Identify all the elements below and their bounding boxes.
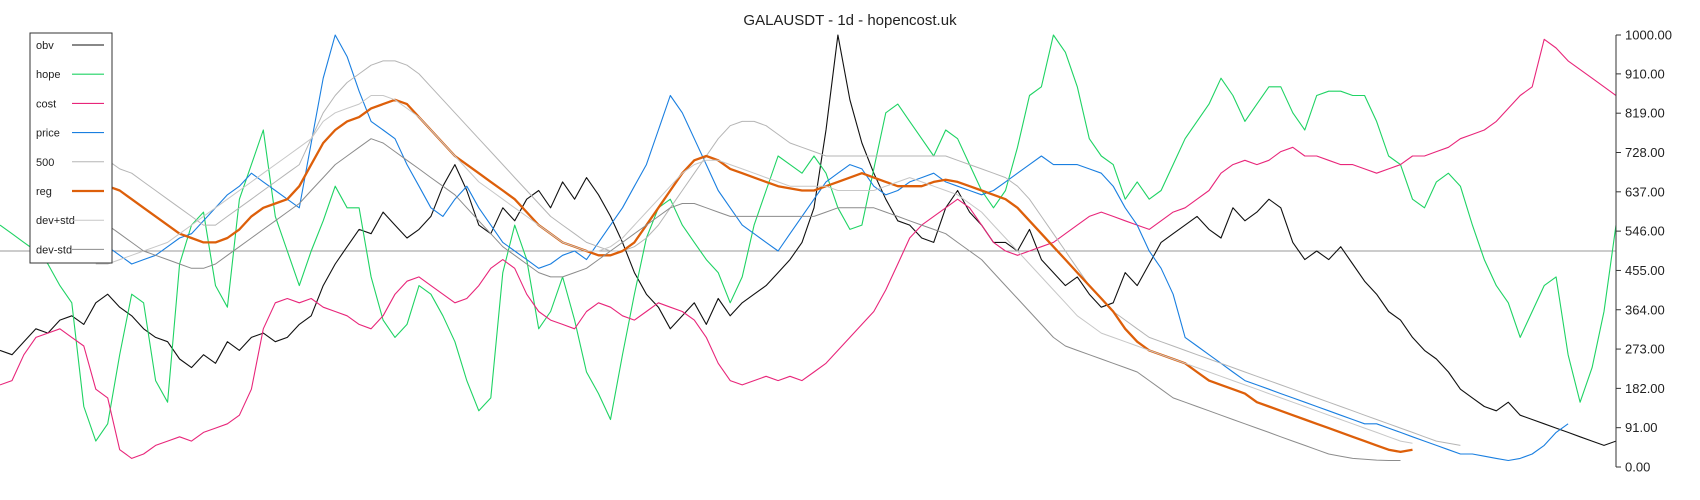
legend: obv hope cost price 500 reg dev+std dev-std [29,32,113,264]
y-tick-label: 728.00 [1625,145,1665,160]
legend-label: dev+std [36,215,75,227]
y-tick-label: 364.00 [1625,302,1665,317]
legend-label: hope [36,69,60,81]
series-line-obv [0,34,1616,446]
y-tick-label: 0.00 [1625,460,1650,475]
legend-label: cost [36,98,56,110]
y-tick-label: 637.00 [1625,184,1665,199]
y-tick-label: 1000.00 [1625,28,1672,43]
y-tick-label: 91.00 [1625,420,1658,435]
y-tick-label: 819.00 [1625,106,1665,121]
legend-label: price [36,128,60,140]
legend-label: reg [36,186,52,198]
chart-title: GALAUSDT - 1d - hopencost.uk [743,12,957,29]
y-tick-label: 455.00 [1625,263,1665,278]
legend-label: obv [36,40,54,52]
legend-label: dev-std [36,244,72,256]
series-line-reg [107,98,1413,454]
legend-box [29,32,113,264]
series-line-500 [95,60,1461,446]
series-line-hope [0,34,1616,442]
legend-label: 500 [36,157,54,169]
y-tick-label: 546.00 [1625,224,1665,239]
series-line-price [95,34,1569,462]
y-tick-label: 910.00 [1625,66,1665,81]
y-tick-label: 182.00 [1625,381,1665,396]
series-line-dev-std [95,95,1413,444]
series-line-dev-std [95,138,1401,461]
series-line-cost [0,38,1616,459]
y-tick-label: 273.00 [1625,342,1665,357]
